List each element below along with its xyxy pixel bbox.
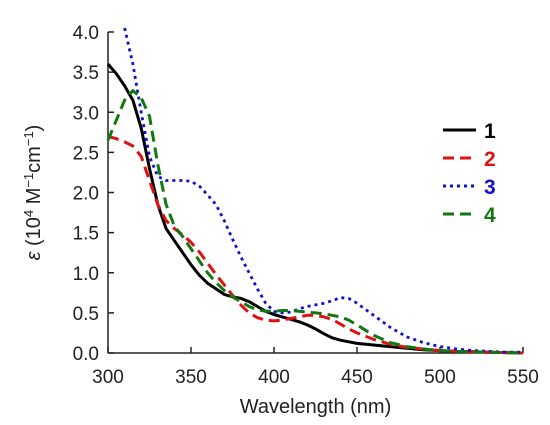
series-line-4 bbox=[106, 89, 524, 355]
x-axis-title: Wavelength (nm) bbox=[240, 396, 392, 418]
series-line-1 bbox=[106, 63, 524, 355]
x-ticks: 300 350 400 450 500 550 bbox=[92, 347, 539, 388]
y-axis-exp3: −1 bbox=[21, 131, 36, 146]
y-axis-close: ) bbox=[23, 125, 45, 132]
y-axis-open: (10 bbox=[23, 217, 45, 251]
y-axis-title: ε (104 M−1cm−1) bbox=[21, 125, 46, 261]
legend-label-4: 4 bbox=[484, 204, 496, 227]
x-tick-label: 300 bbox=[92, 367, 124, 388]
y-tick-label: 1.0 bbox=[73, 264, 99, 285]
x-tick-label: 400 bbox=[258, 367, 290, 388]
y-tick-label: 3.0 bbox=[73, 103, 99, 124]
y-tick-label: 3.5 bbox=[73, 63, 99, 84]
y-tick-label: 0.5 bbox=[73, 304, 99, 325]
y-tick-label: 2.5 bbox=[73, 143, 99, 164]
y-tick-label: 2.0 bbox=[73, 184, 99, 205]
series-line-3 bbox=[123, 27, 523, 354]
y-tick-label: 1.5 bbox=[73, 224, 99, 245]
x-tick-label: 350 bbox=[175, 367, 207, 388]
x-tick-label: 550 bbox=[507, 367, 539, 388]
legend: 1 2 3 4 bbox=[443, 120, 496, 227]
y-axis-mid: M bbox=[23, 188, 45, 210]
y-ticks: 0.0 0.5 1.0 1.5 2.0 2.5 3.0 3.5 4.0 bbox=[73, 23, 114, 365]
y-axis-exp1: 4 bbox=[21, 210, 36, 217]
y-axis-cm: cm bbox=[23, 146, 45, 173]
legend-label-3: 3 bbox=[484, 176, 496, 199]
y-axis-exp2: −1 bbox=[21, 173, 36, 188]
legend-label-2: 2 bbox=[484, 148, 496, 171]
y-tick-label: 4.0 bbox=[73, 23, 99, 44]
series-layer bbox=[106, 27, 524, 355]
legend-label-1: 1 bbox=[484, 120, 496, 143]
y-tick-label: 0.0 bbox=[73, 344, 99, 365]
x-tick-label: 450 bbox=[341, 367, 373, 388]
series-line-2 bbox=[107, 134, 524, 355]
y-axis-symbol: ε bbox=[23, 250, 45, 260]
x-tick-label: 500 bbox=[424, 367, 456, 388]
